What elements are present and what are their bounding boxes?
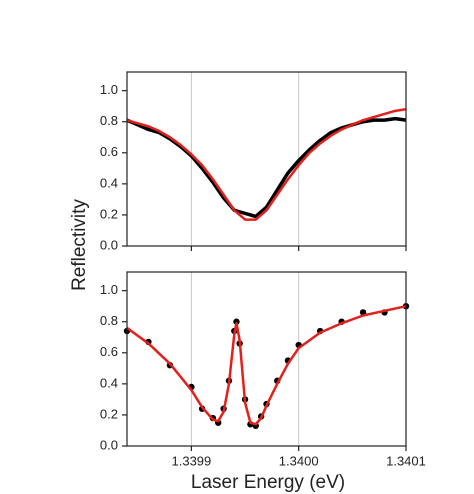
plot-frame — [126, 271, 407, 447]
x-axis-label: Laser Energy (eV) — [191, 472, 345, 493]
y-tick-label: 1.0 — [100, 82, 118, 97]
fit-line — [126, 304, 407, 426]
x-tick-label: 1.3401 — [386, 453, 426, 468]
fit-line — [126, 108, 407, 221]
y-tick-label: 0.8 — [100, 313, 118, 328]
y-tick-label: 1.0 — [100, 282, 118, 297]
y-axis-label: Reflectivity — [69, 199, 90, 291]
y-tick-label: 0.0 — [100, 237, 118, 252]
y-tick-label: 0.6 — [100, 344, 118, 359]
y-tick-label: 0.6 — [100, 144, 118, 159]
y-tick-label: 0.2 — [100, 406, 118, 421]
data-point — [233, 318, 240, 325]
y-tick-label: 0.8 — [100, 113, 118, 128]
y-tick-label: 0.4 — [100, 175, 118, 190]
data-line — [126, 116, 407, 219]
y-tick-label: 0.0 — [100, 437, 118, 452]
y-tick-label: 0.2 — [100, 206, 118, 221]
y-tick-label: 0.4 — [100, 375, 118, 390]
x-tick-label: 1.3400 — [279, 453, 319, 468]
plot-frame — [126, 71, 407, 247]
x-tick-label: 1.3399 — [172, 453, 212, 468]
